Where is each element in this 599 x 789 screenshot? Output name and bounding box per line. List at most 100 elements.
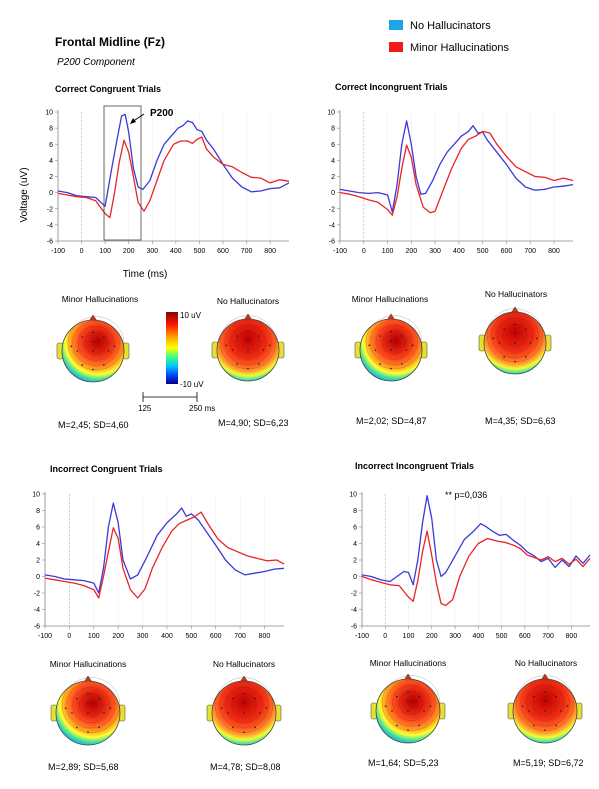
electrode-dot: [560, 710, 562, 712]
series-line-minor-hallucinations: [339, 130, 574, 216]
legend-swatch-no-hallucinators: [389, 20, 403, 30]
x-tick-label: 600: [210, 633, 222, 640]
legend-label-no-hallucinators: No Hallucinators: [410, 20, 491, 32]
contour-line: [526, 685, 564, 721]
electrode-dot: [514, 342, 516, 344]
chart-incorrect-incongruent: Incorrect Incongruent Trials -6 -4 -2 0 2 4 6 8 1…: [349, 461, 591, 640]
x-tick-label: 200: [123, 248, 135, 255]
electrode-dot: [258, 335, 260, 337]
x-tick-label: 800: [259, 633, 271, 640]
electrode-dot: [374, 349, 377, 351]
electrode-dot: [533, 724, 535, 727]
electrode-dot: [259, 712, 261, 714]
electrode-dot: [544, 700, 546, 703]
electrode-dot: [87, 712, 89, 714]
y-tick-label: 6: [353, 525, 357, 532]
y-tick-label: 4: [36, 541, 40, 548]
topo-stats-none-1: M=4,90; SD=6,23: [218, 418, 289, 428]
x-tick-label: 700: [542, 633, 554, 640]
electrode-dot: [418, 724, 421, 727]
legend-label-minor-hallucinations: Minor Hallucinations: [410, 42, 510, 54]
y-tick-label: 6: [36, 525, 40, 532]
electrode-dot: [64, 707, 67, 709]
y-tick-label: 10: [349, 492, 357, 499]
electrode-dot: [92, 340, 94, 343]
y-tick-label: -6: [351, 624, 357, 631]
electrode-dot: [254, 726, 256, 729]
electrode-dot: [407, 691, 409, 693]
chart-correct-congruent: Correct Congruent Trials -6 -4 -2 0 2 4 6 8 10 -10…: [45, 84, 290, 255]
electrode-dot: [528, 710, 530, 712]
chart-title: Incorrect Incongruent Trials: [355, 461, 474, 471]
contour-line: [496, 317, 534, 353]
electrode-dot: [492, 337, 495, 340]
topo-label-none-2: No Hallucinators: [485, 289, 547, 299]
x-tick-label: 300: [449, 633, 461, 640]
electrode-dot: [243, 731, 245, 733]
x-tick-label: 200: [405, 248, 417, 255]
y-tick-label: 2: [36, 558, 40, 565]
electrode-dot: [423, 710, 425, 712]
x-tick-label: 0: [67, 633, 71, 640]
significance-label: ** p=0,036: [445, 490, 487, 500]
electrode-dot: [529, 342, 532, 344]
topomap-none-1: [211, 313, 285, 382]
y-tick-label: 10: [45, 110, 53, 117]
electrode-dot: [87, 693, 89, 695]
electrode-dot: [76, 726, 78, 729]
x-tick-label: 400: [472, 633, 484, 640]
x-tick-label: 800: [264, 248, 276, 255]
legend: No Hallucinators Minor Hallucinations: [389, 20, 510, 54]
electrode-dot: [401, 335, 403, 337]
y-tick-label: -4: [47, 222, 53, 229]
electrode-dot: [544, 710, 546, 712]
topomap-minor-1: [56, 314, 130, 383]
topo-label-none-1: No Hallucinators: [217, 296, 279, 306]
time-window-end-label: 250 ms: [189, 404, 215, 413]
topo-stats-minor-1: M=2,45; SD=4,60: [58, 420, 129, 430]
series-line-minor-hallucinations: [57, 136, 290, 219]
electrode-dot: [405, 349, 408, 351]
topomap-minor-3: [50, 675, 126, 746]
electrode-dot: [258, 363, 260, 365]
electrode-dot: [92, 331, 94, 334]
p200-window-box: [103, 105, 142, 241]
contour-line: [375, 324, 413, 360]
x-tick-label: -100: [355, 633, 369, 640]
electrode-dot: [232, 726, 234, 729]
electrode-dot: [411, 344, 414, 347]
series-line-minor-hallucinations: [44, 511, 285, 599]
topo-label-minor-3: Minor Hallucinations: [50, 659, 127, 669]
electrode-dot: [401, 363, 403, 365]
y-tick-label: 6: [331, 142, 335, 149]
electrode-dot: [379, 363, 381, 365]
y-tick-label: 0: [36, 574, 40, 581]
electrode-dot: [262, 349, 265, 351]
chart-title: Correct Congruent Trials: [55, 84, 161, 94]
contour-line: [66, 681, 116, 729]
contour-line: [67, 316, 125, 371]
y-tick-label: 8: [331, 126, 335, 133]
x-tick-label: 0: [383, 633, 387, 640]
electrode-dot: [521, 705, 524, 707]
x-tick-label: 600: [217, 248, 229, 255]
electrode-dot: [231, 349, 234, 351]
electrode-dot: [390, 367, 392, 370]
electrode-dot: [254, 697, 256, 700]
contour-line: [365, 315, 423, 370]
y-tick-label: -6: [34, 624, 40, 631]
series-line-no-hallucinators: [339, 120, 574, 213]
x-tick-label: -100: [51, 248, 65, 255]
electrode-dot: [544, 691, 546, 693]
contour-line: [77, 325, 115, 361]
electrode-dot: [396, 724, 398, 727]
electrode-dot: [243, 693, 245, 695]
y-tick-label: 4: [331, 158, 335, 165]
electrode-dot: [236, 363, 238, 365]
topo-stats-minor-2: M=2,02; SD=4,87: [356, 416, 427, 426]
y-tick-label: -6: [47, 239, 53, 246]
colorbar-max-label: 10 uV: [180, 311, 202, 320]
colorbar: [166, 312, 178, 384]
y-tick-label: 6: [49, 142, 53, 149]
topo-stats-minor-4: M=1,64; SD=5,23: [368, 758, 439, 768]
